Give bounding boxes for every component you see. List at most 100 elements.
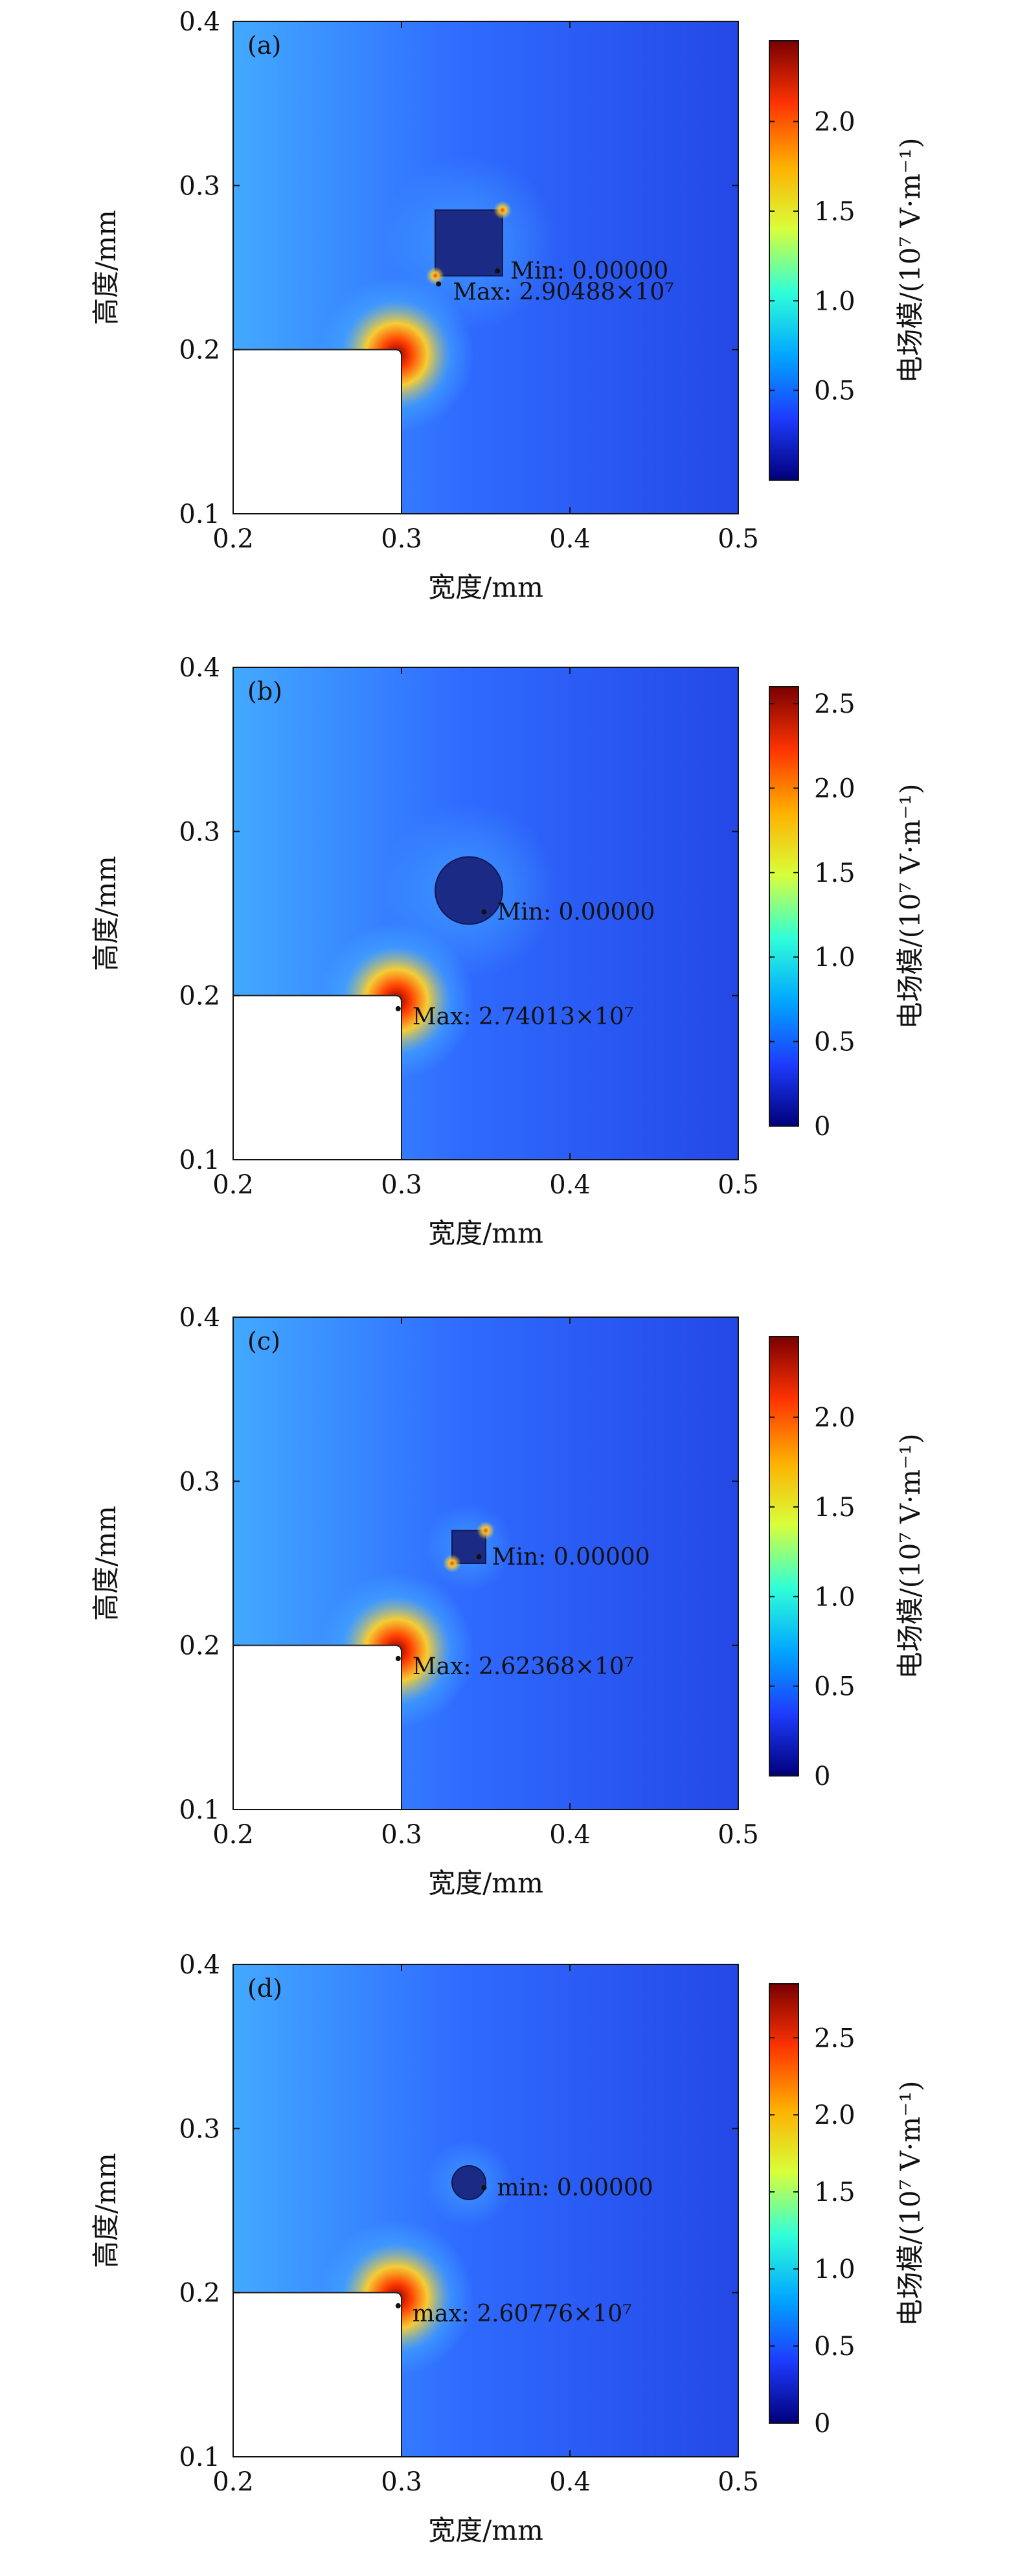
colorbar — [769, 1983, 799, 2424]
x-tick-label: 0.4 — [549, 1820, 591, 1850]
colorbar-tick-label: 0.5 — [814, 2332, 856, 2362]
min-annotation: min: 0.00000 — [497, 2175, 653, 2202]
colorbar-tick-label: 0.5 — [814, 376, 856, 406]
corner-spot — [477, 1521, 495, 1540]
y-tick-label: 0.2 — [179, 1631, 220, 1661]
y-tick-label: 0.3 — [179, 817, 220, 847]
y-tick-label: 0.4 — [179, 1303, 220, 1333]
corner-spot — [426, 266, 444, 285]
obstacle-square — [435, 209, 503, 277]
x-axis-label: 宽度/mm — [428, 571, 543, 603]
colorbar-tick-label: 0 — [814, 1112, 830, 1142]
y-tick-label: 0.2 — [179, 2279, 220, 2308]
max-annotation: max: 2.60776×10⁷ — [413, 2301, 632, 2327]
max-annotation: Max: 2.62368×10⁷ — [413, 1653, 633, 1680]
electrode-region — [233, 995, 402, 1160]
x-tick-label: 0.2 — [212, 2467, 254, 2497]
y-tick-label: 0.1 — [179, 1795, 220, 1825]
colorbar-tick-label: 2.0 — [814, 2100, 856, 2130]
x-axis-label: 宽度/mm — [428, 1217, 543, 1249]
min-annotation: Min: 0.00000 — [510, 258, 668, 284]
panel-label: (a) — [247, 31, 281, 60]
y-tick-label: 0.2 — [179, 982, 220, 1011]
x-tick-label: 0.5 — [718, 1170, 759, 1200]
colorbar-tick-label: 1.0 — [814, 1582, 856, 1612]
y-axis-label: 高度/mm — [90, 856, 122, 971]
x-tick-label: 0.3 — [381, 1170, 422, 1200]
corner-spot — [493, 201, 512, 220]
panel-label: (b) — [247, 677, 282, 706]
x-tick-label: 0.4 — [549, 1170, 591, 1200]
colorbar-label: 电场模/(10⁷ V·m⁻¹) — [894, 1433, 926, 1679]
max-annotation: Max: 2.90488×10⁷ — [453, 279, 674, 305]
colorbar-tick-label: 1.0 — [814, 286, 856, 316]
plot-frame — [232, 667, 739, 1160]
x-tick-label: 0.4 — [549, 524, 591, 554]
max-marker — [436, 281, 442, 287]
x-tick-label: 0.4 — [549, 2467, 591, 2497]
min-annotation: Min: 0.00000 — [497, 899, 655, 925]
x-tick-label: 0.2 — [212, 524, 254, 554]
x-tick-label: 0.2 — [212, 1170, 254, 1200]
colorbar-tick-label: 1.5 — [814, 2178, 856, 2207]
colorbar-tick-label: 2.5 — [814, 689, 856, 719]
electrode-region — [233, 349, 402, 514]
colorbar-label: 电场模/(10⁷ V·m⁻¹) — [894, 2080, 926, 2326]
plot-frame — [232, 1964, 739, 2457]
x-tick-label: 0.3 — [381, 2467, 422, 2497]
y-axis-label: 高度/mm — [90, 210, 122, 325]
x-axis-label: 宽度/mm — [428, 1867, 543, 1899]
colorbar — [769, 1336, 799, 1777]
y-tick-label: 0.1 — [179, 1145, 220, 1175]
x-tick-label: 0.5 — [718, 524, 759, 554]
y-tick-label: 0.3 — [179, 171, 220, 201]
y-tick-label: 0.3 — [179, 2114, 220, 2144]
y-axis-label: 高度/mm — [90, 1506, 122, 1621]
colorbar-tick-label: 2.0 — [814, 108, 856, 137]
colorbar-tick-label: 0 — [814, 1762, 830, 1791]
min-marker — [495, 268, 501, 274]
x-axis-label: 宽度/mm — [428, 2514, 543, 2546]
panel-label: (c) — [247, 1327, 280, 1355]
x-tick-label: 0.5 — [718, 2467, 759, 2497]
x-tick-label: 0.5 — [718, 1820, 759, 1850]
min-annotation: Min: 0.00000 — [492, 1544, 650, 1570]
electrode-region — [233, 1644, 402, 1810]
colorbar-tick-label: 0.5 — [814, 1672, 856, 1702]
colorbar-tick-label: 1.0 — [814, 943, 856, 972]
y-tick-label: 0.4 — [179, 7, 220, 37]
max-marker — [395, 1655, 401, 1661]
colorbar-label: 电场模/(10⁷ V·m⁻¹) — [894, 137, 926, 383]
y-axis-label: 高度/mm — [90, 2153, 122, 2268]
x-tick-label: 0.3 — [381, 524, 422, 554]
colorbar-tick-label: 1.5 — [814, 1493, 856, 1523]
panel-b: 0.2 0.3 0.4 0.50.10.20.30.4宽度/mm高度/mm(b)Min… — [90, 653, 926, 1249]
y-tick-label: 0.4 — [179, 653, 220, 683]
max-marker — [395, 1006, 401, 1011]
min-marker — [481, 909, 487, 915]
panel-c: 0.2 0.3 0.4 0.50.10.20.30.4宽度/mm高度/mm(c)Min… — [90, 1303, 926, 1899]
colorbar — [769, 40, 799, 481]
colorbar-tick-label: 1.5 — [814, 197, 856, 227]
colorbar-tick-label: 0 — [814, 2409, 830, 2439]
obstacle-circle — [451, 2165, 486, 2200]
x-tick-label: 0.2 — [212, 1820, 254, 1850]
max-marker — [395, 2303, 401, 2308]
colorbar — [769, 686, 799, 1127]
x-tick-label: 0.3 — [381, 1820, 422, 1850]
colorbar-tick-label: 2.0 — [814, 774, 856, 803]
plot-frame — [232, 21, 739, 514]
y-tick-label: 0.1 — [179, 500, 220, 529]
colorbar-tick-label: 1.0 — [814, 2255, 856, 2284]
max-annotation: Max: 2.74013×10⁷ — [413, 1004, 633, 1030]
y-tick-label: 0.4 — [179, 1950, 220, 1980]
corner-spot — [443, 1554, 461, 1572]
plot-frame — [232, 1317, 739, 1810]
colorbar-tick-label: 0.5 — [814, 1028, 856, 1057]
colorbar-label: 电场模/(10⁷ V·m⁻¹) — [894, 783, 926, 1029]
y-tick-label: 0.2 — [179, 336, 220, 365]
obstacle-circle — [435, 856, 503, 925]
min-marker — [481, 2185, 487, 2191]
panel-label: (d) — [247, 1974, 282, 2003]
